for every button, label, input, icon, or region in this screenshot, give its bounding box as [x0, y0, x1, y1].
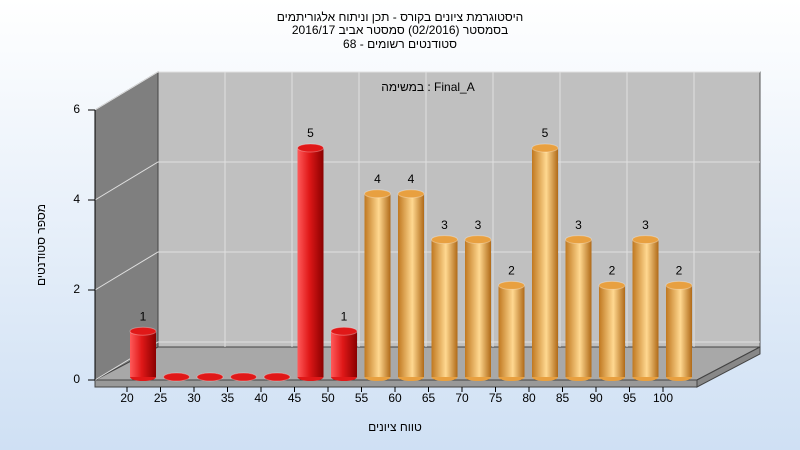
grid-line [94, 341, 760, 381]
bar-top [565, 235, 592, 245]
value-label: 2 [676, 264, 683, 278]
bar-top [665, 280, 693, 290]
x-tick-label: 25 [154, 391, 168, 405]
title-line: סטודנטים רשומים - 68 [343, 37, 457, 51]
bar-top [464, 235, 492, 245]
floor-edge [94, 379, 698, 388]
bar-top [598, 280, 626, 290]
bar-body [666, 285, 692, 377]
value-label: 4 [374, 172, 381, 186]
bar-body [431, 239, 458, 377]
bar-top [263, 372, 291, 382]
bar-body [364, 193, 391, 377]
bar [565, 235, 592, 381]
bar [129, 326, 157, 381]
bar-body [331, 331, 357, 377]
bar-body [398, 193, 424, 377]
grid-line [94, 71, 760, 111]
bar-body [632, 239, 659, 377]
bar-body [532, 148, 558, 377]
bar-top [297, 143, 324, 153]
bar [364, 189, 391, 381]
value-label: 1 [140, 309, 147, 323]
x-tick-label: 100 [653, 391, 673, 405]
x-tick-label: 35 [221, 391, 235, 405]
title-line: היסטוגרמת ציונים בקורס - תכן וניתוח אלגו… [277, 10, 524, 24]
value-label: 2 [508, 264, 515, 278]
value-label: 5 [542, 126, 549, 140]
x-tick-label: 60 [388, 391, 402, 405]
bar-body [465, 239, 491, 377]
bar [665, 280, 693, 381]
bar [263, 372, 291, 382]
bar [598, 280, 626, 381]
bar [330, 326, 358, 381]
y-tick-label: 4 [73, 192, 80, 206]
bar-top [397, 189, 425, 199]
x-axis-label: טווח ציונים [368, 420, 422, 434]
bar-body [599, 285, 625, 377]
x-tick-label: 50 [321, 391, 335, 405]
value-label: 2 [609, 264, 616, 278]
bar [464, 235, 492, 381]
bar-body [565, 239, 592, 377]
x-tick-label: 40 [254, 391, 268, 405]
x-tick-label: 55 [355, 391, 369, 405]
bar [531, 143, 559, 381]
value-label: 1 [341, 309, 348, 323]
value-label: 3 [642, 218, 649, 232]
x-tick-label: 30 [187, 391, 201, 405]
x-tick-label: 20 [120, 391, 134, 405]
value-label: 5 [307, 126, 314, 140]
floor [94, 346, 761, 381]
bar-top [163, 372, 190, 382]
bar-top [431, 235, 458, 245]
bar [632, 235, 659, 381]
y-tick-label: 2 [73, 282, 80, 296]
bar [431, 235, 458, 381]
bar-body [498, 285, 525, 377]
bar-top [498, 280, 525, 290]
x-tick-label: 70 [455, 391, 469, 405]
x-tick-label: 75 [489, 391, 503, 405]
value-label: 3 [475, 218, 482, 232]
value-label: 3 [575, 218, 582, 232]
bar-body [130, 331, 156, 377]
bar-top [632, 235, 659, 245]
bar [163, 372, 190, 382]
bar-body [297, 148, 324, 377]
x-tick-label: 85 [556, 391, 570, 405]
annotation: במשימה : Final_A [381, 80, 475, 94]
bar [297, 143, 324, 381]
y-tick-label: 6 [73, 102, 80, 116]
bar-top [330, 326, 358, 336]
x-tick-label: 90 [589, 391, 603, 405]
x-tick-label: 95 [623, 391, 637, 405]
y-axis-label: מספר סטודנטים [34, 204, 48, 286]
bar [498, 280, 525, 381]
grid-line [94, 161, 760, 201]
value-label: 3 [441, 218, 448, 232]
bar-top [531, 143, 559, 153]
bar-top [196, 372, 224, 382]
x-tick-label: 80 [522, 391, 536, 405]
bar-top [129, 326, 157, 336]
bar [196, 372, 224, 382]
y-tick-label: 0 [73, 372, 80, 386]
bar [230, 372, 257, 382]
grid-decor [94, 71, 760, 381]
value-label: 4 [408, 172, 415, 186]
floor-side [696, 346, 761, 388]
bar-top [230, 372, 257, 382]
title-line: בסמסטר (02/2016) סמסטר אביב 2016/17 [292, 23, 508, 37]
x-tick-label: 65 [422, 391, 436, 405]
grid-line [94, 251, 760, 291]
bar-top [364, 189, 391, 199]
bar [397, 189, 425, 381]
x-tick-label: 45 [288, 391, 302, 405]
